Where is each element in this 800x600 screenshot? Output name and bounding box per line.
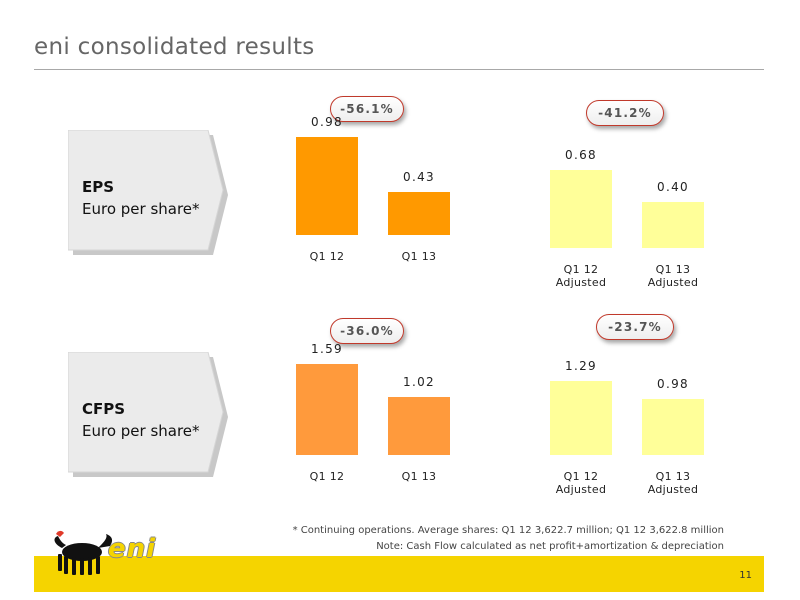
eni-logo-text: eni — [108, 534, 157, 564]
eps-change-badge: -56.1% — [330, 96, 404, 122]
cfps-adjusted-category-label-1: Q1 12 Adjusted — [555, 470, 607, 496]
cfps-reported-value-label-1: 1.59 — [311, 342, 343, 356]
cfps-label-panel: CFPS Euro per share* — [68, 352, 228, 478]
cfps-reported-category-label-1: Q1 12 — [309, 470, 345, 483]
eps-adjusted-category-sublabel-1: Adjusted — [555, 276, 607, 289]
eps-panel-arrow-shape — [68, 130, 228, 255]
eps-reported-value-label-1: 0.98 — [311, 115, 343, 129]
cfps-reported-bar-2 — [388, 397, 450, 455]
eps-adjusted-value-label-1: 0.68 — [565, 148, 597, 162]
cfps-reported-value-label-2: 1.02 — [403, 375, 435, 389]
eps-adjusted-category-label-2: Q1 13 Adjusted — [647, 263, 699, 289]
footnote-shares: * Continuing operations. Average shares:… — [292, 525, 724, 536]
eps-reported-value-label-2: 0.43 — [403, 170, 435, 184]
cfps-adjusted-chart: 1.29 Q1 12 Adjusted 0.98 Q1 13 Adjusted — [540, 330, 730, 500]
cfps-unit-label: Euro per share* — [82, 422, 200, 440]
eps-adjusted-bar-1 — [550, 170, 612, 248]
eps-adjusted-chart: 0.68 Q1 12 Adjusted 0.40 Q1 13 Adjusted — [540, 100, 730, 290]
eps-reported-category-label-1: Q1 12 — [309, 250, 345, 263]
cfps-adjusted-bar-1 — [550, 381, 612, 455]
cfps-label: CFPS — [82, 400, 126, 418]
page-title: eni consolidated results — [34, 34, 315, 60]
cfps-adjusted-category-sublabel-2: Adjusted — [647, 483, 699, 496]
cfps-reported-category-label-2: Q1 13 — [401, 470, 437, 483]
cfps-reported-bar-1 — [296, 364, 358, 455]
cfps-adjusted-category-sublabel-1: Adjusted — [555, 483, 607, 496]
cfps-adjusted-value-label-1: 1.29 — [565, 359, 597, 373]
eni-six-legged-dog-logo-icon — [54, 530, 113, 575]
cfps-adjusted-bar-2 — [642, 399, 704, 455]
footer-band — [34, 556, 764, 592]
eps-label-panel: EPS Euro per share* — [68, 130, 228, 256]
eps-adjusted-category-label-1: Q1 12 Adjusted — [555, 263, 607, 289]
title-divider — [34, 69, 764, 70]
cfps-adjusted-category-label-2: Q1 13 Adjusted — [647, 470, 699, 496]
cfps-adjusted-value-label-2: 0.98 — [657, 377, 689, 391]
footnote-cashflow: Note: Cash Flow calculated as net profit… — [376, 541, 724, 552]
cfps-panel-arrow-shape — [68, 352, 228, 477]
cfps-reported-chart: 1.59 Q1 12 1.02 Q1 13 — [286, 330, 476, 490]
eps-adjusted-category-sublabel-2: Adjusted — [647, 276, 699, 289]
eps-reported-chart: 0.98 Q1 12 0.43 Q1 13 — [286, 100, 476, 280]
cfps-change-badge: -36.0% — [330, 318, 404, 344]
eps-unit-label: Euro per share* — [82, 200, 200, 218]
eps-reported-category-label-2: Q1 13 — [401, 250, 437, 263]
page-number: 11 — [739, 570, 752, 581]
eps-adjusted-change-badge: -41.2% — [586, 100, 664, 126]
eps-label: EPS — [82, 178, 115, 196]
eps-adjusted-bar-2 — [642, 202, 704, 248]
eps-adjusted-value-label-2: 0.40 — [657, 180, 689, 194]
eps-reported-bar-2 — [388, 192, 450, 235]
eps-reported-bar-1 — [296, 137, 358, 235]
cfps-adjusted-change-badge: -23.7% — [596, 314, 674, 340]
